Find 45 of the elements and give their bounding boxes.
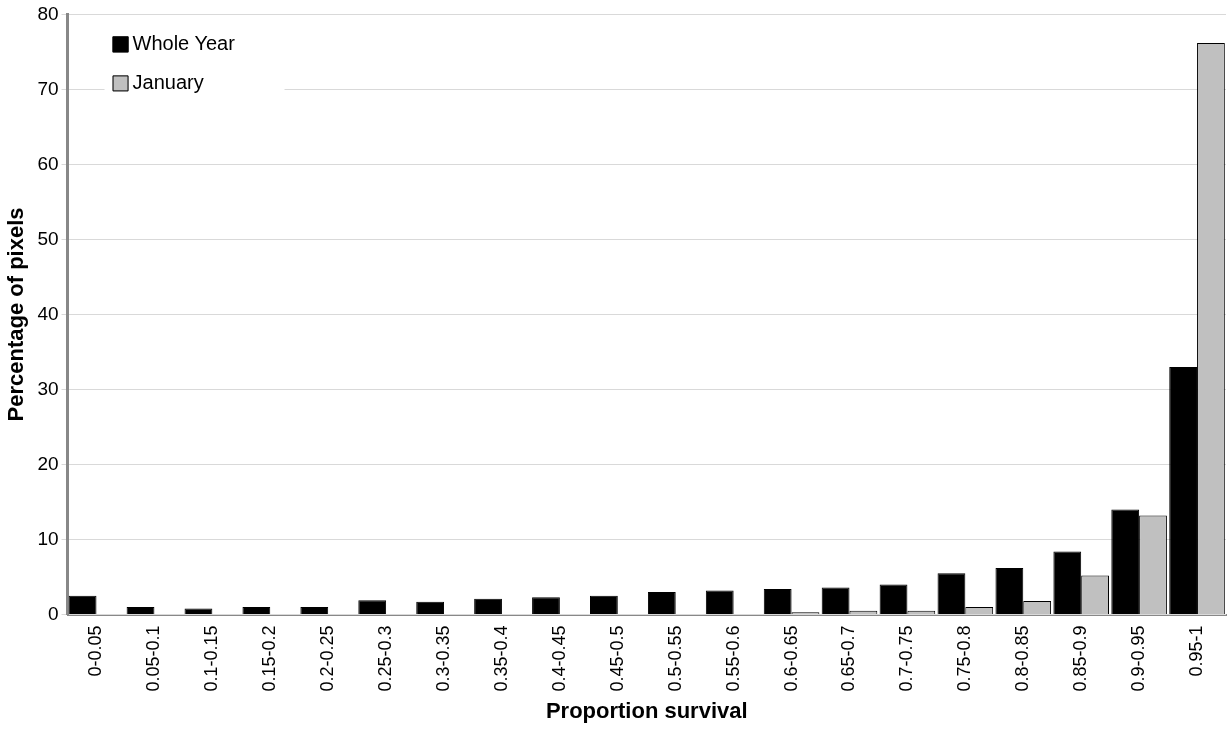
bar	[705, 590, 734, 615]
x-tick-label: 0.8-0.85	[1012, 625, 1033, 692]
x-tick-label: 0.45-0.5	[606, 625, 627, 692]
bar	[416, 601, 445, 615]
x-tick-label: 0.15-0.2	[259, 625, 280, 692]
x-tick-label: 0.4-0.45	[548, 625, 569, 692]
x-tick-label: 0.5-0.55	[664, 625, 685, 692]
legend-label: Whole Year	[132, 31, 236, 54]
x-tick-label: 0-0.05	[85, 625, 106, 677]
y-tick-label: 10	[37, 527, 59, 549]
x-tick-label: 0.95-1	[1186, 625, 1207, 677]
x-tick-label: 0.2-0.25	[317, 625, 338, 692]
y-tick-label: 60	[37, 152, 59, 174]
x-tick-label: 0.3-0.35	[433, 625, 453, 692]
x-tick-label: 0.7-0.75	[896, 625, 917, 692]
x-tick-label: 0.35-0.4	[490, 625, 511, 692]
x-tick-label: 0.1-0.15	[201, 625, 222, 692]
x-tick-label: 0.55-0.6	[722, 625, 743, 692]
bar	[532, 597, 560, 615]
y-tick-label: 80	[37, 2, 59, 24]
bar	[474, 598, 502, 615]
x-axis-title: Proportion survival	[545, 697, 748, 723]
x-tick-label: 0.9-0.95	[1128, 625, 1149, 692]
y-tick-label: 30	[37, 377, 59, 399]
bar	[1169, 366, 1198, 615]
x-tick-label: 0.75-0.8	[954, 625, 975, 692]
y-tick-label: 40	[37, 302, 59, 324]
bar	[590, 595, 618, 615]
x-tick-label: 0.65-0.7	[838, 625, 859, 692]
y-tick-label: 50	[37, 227, 59, 249]
bar	[647, 592, 676, 615]
y-axis-title: Percentage of pixels	[3, 207, 29, 422]
bar	[300, 607, 329, 615]
y-tick-label: 20	[37, 452, 59, 474]
bar	[242, 607, 271, 615]
x-tick-label: 0.6-0.65	[780, 625, 801, 692]
y-tick-label: 70	[37, 77, 59, 99]
bar	[126, 607, 155, 615]
bar	[358, 600, 387, 615]
bar	[68, 595, 97, 615]
y-tick-label: 0	[47, 602, 59, 624]
x-tick-label: 0.25-0.3	[375, 625, 396, 692]
legend-label: January	[132, 70, 204, 93]
x-tick-label: 0.05-0.1	[143, 625, 164, 692]
x-tick-label: 0.85-0.9	[1070, 625, 1091, 692]
